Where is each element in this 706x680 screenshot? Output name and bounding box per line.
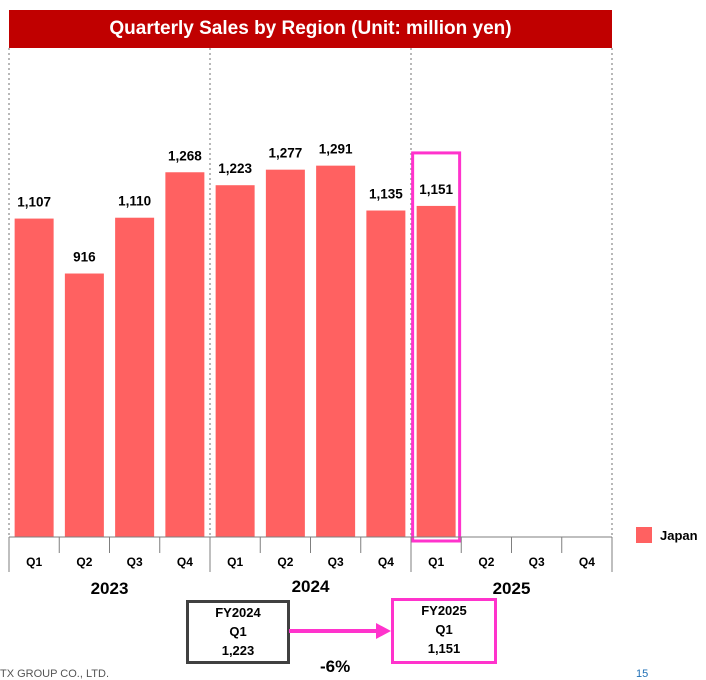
quarter-tick-label: Q4 [579,555,595,569]
quarter-tick-label: Q1 [428,555,444,569]
legend: Japan [636,527,698,543]
year-group-label: 2024 [292,577,330,596]
page-number: 15 [636,668,649,680]
comparison-prev-value: 1,223 [221,643,255,658]
quarter-tick-label: Q4 [378,555,394,569]
comparison-prev-period: FY2024 [215,605,261,620]
highlight-frame [411,151,462,543]
bar-japan [14,218,54,537]
year-group-label: 2025 [493,579,531,598]
bar-value-label: 1,107 [17,195,51,210]
comparison-cur-period: FY2025 [421,603,467,618]
quarter-tick-label: Q2 [76,555,92,569]
quarter-tick-label: Q2 [277,555,293,569]
chart-title: Quarterly Sales by Region (Unit: million… [9,10,612,48]
legend-swatch-japan [636,527,652,543]
bar-japan [265,169,305,537]
bar-value-label: 916 [73,250,96,265]
bar-value-label: 1,110 [118,194,151,209]
bar-value-label: 1,135 [369,187,403,202]
bar-value-label: 1,268 [168,148,202,163]
footer-company-name: TX GROUP CO., LTD. [0,668,109,680]
bar-value-label: 1,223 [218,161,252,176]
quarter-tick-label: Q2 [478,555,494,569]
bar-japan [165,172,205,537]
bar-japan [366,210,406,538]
quarter-tick-label: Q4 [177,555,193,569]
quarter-tick-label: Q1 [227,555,243,569]
bar-japan [215,185,255,537]
bar-value-label: 1,151 [419,182,453,197]
legend-label-japan: Japan [660,527,698,543]
quarter-tick-label: Q3 [328,555,344,569]
bar-japan [115,217,155,537]
percent-change: -6% [320,657,351,676]
quarter-tick-label: Q3 [127,555,143,569]
comparison-cur-value: 1,151 [427,641,461,656]
bar-value-label: 1,277 [268,146,302,161]
comparison-box-fy2025: FY2025 Q1 1,151 [391,598,497,664]
bar-japan [416,205,456,538]
quarter-tick-label: Q3 [529,555,545,569]
bar-japan [64,273,104,537]
comparison-box-fy2024: FY2024 Q1 1,223 [186,600,290,664]
bar-japan [316,165,356,537]
comparison-prev-quarter: Q1 [229,624,247,639]
bar-value-label: 1,291 [319,142,353,157]
quarter-tick-label: Q1 [26,555,42,569]
comparison-cur-quarter: Q1 [435,622,453,637]
year-group-label: 2023 [91,579,129,598]
